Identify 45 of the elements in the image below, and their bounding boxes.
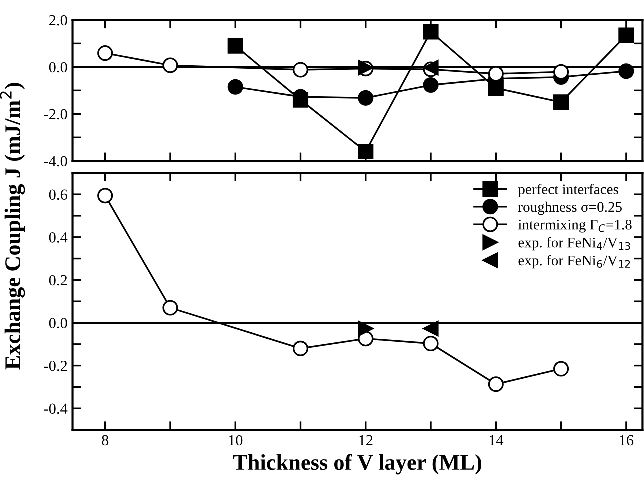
- x-tick-label: 12: [360, 435, 373, 446]
- legend-label: perfect interfaces: [518, 184, 618, 198]
- legend-label: intermixing Γ$_{C}$=1.8: [518, 220, 632, 233]
- y-tick-label: -2.0: [44, 109, 68, 120]
- point: [98, 188, 114, 204]
- point: [228, 38, 244, 54]
- legend-label: exp. for FeNi$_{6}$/V$_{12}$: [518, 255, 630, 269]
- point: [618, 64, 634, 80]
- y-tick-label: -4.0: [44, 156, 68, 167]
- point: [292, 340, 309, 356]
- point: [618, 28, 634, 44]
- point: [98, 46, 114, 62]
- point: [488, 66, 504, 82]
- legend-label: roughness σ=0.25: [518, 202, 622, 216]
- y-tick-label: 2.0: [49, 15, 68, 26]
- y-tick-label: 0.0: [49, 318, 68, 329]
- point: [228, 79, 244, 95]
- point: [358, 320, 374, 337]
- point: [162, 300, 178, 316]
- point: [423, 320, 439, 337]
- y-tick-label: -0.4: [44, 404, 68, 414]
- point: [358, 331, 374, 347]
- point: [423, 77, 439, 94]
- y-tick-label: 0.0: [49, 62, 68, 73]
- x-tick-label: 10: [229, 435, 243, 446]
- x-tick-label: 14: [490, 435, 504, 446]
- y-tick-label: 0.6: [49, 190, 68, 200]
- point: [554, 94, 570, 110]
- point: [162, 58, 178, 74]
- x-tick-label: 8: [102, 435, 109, 446]
- point: [358, 90, 374, 106]
- point: [423, 24, 439, 40]
- y-axis-title: Exchange Coupling J (mJ/m$^{2}$): [0, 83, 26, 370]
- point: [554, 361, 570, 377]
- x-tick-label: 16: [620, 435, 634, 446]
- y-tick-label: 0.4: [49, 232, 68, 243]
- y-tick-label: 0.2: [49, 275, 68, 286]
- x-axis-title: Thickness of V layer (ML): [233, 454, 482, 475]
- point: [488, 376, 504, 392]
- point: [554, 64, 570, 80]
- legend-label: exp. for FeNi$_{4}$/V$_{13}$: [518, 237, 630, 251]
- point: [358, 144, 374, 160]
- point: [423, 336, 439, 352]
- y-tick-label: -0.2: [44, 360, 68, 372]
- point: [292, 62, 309, 78]
